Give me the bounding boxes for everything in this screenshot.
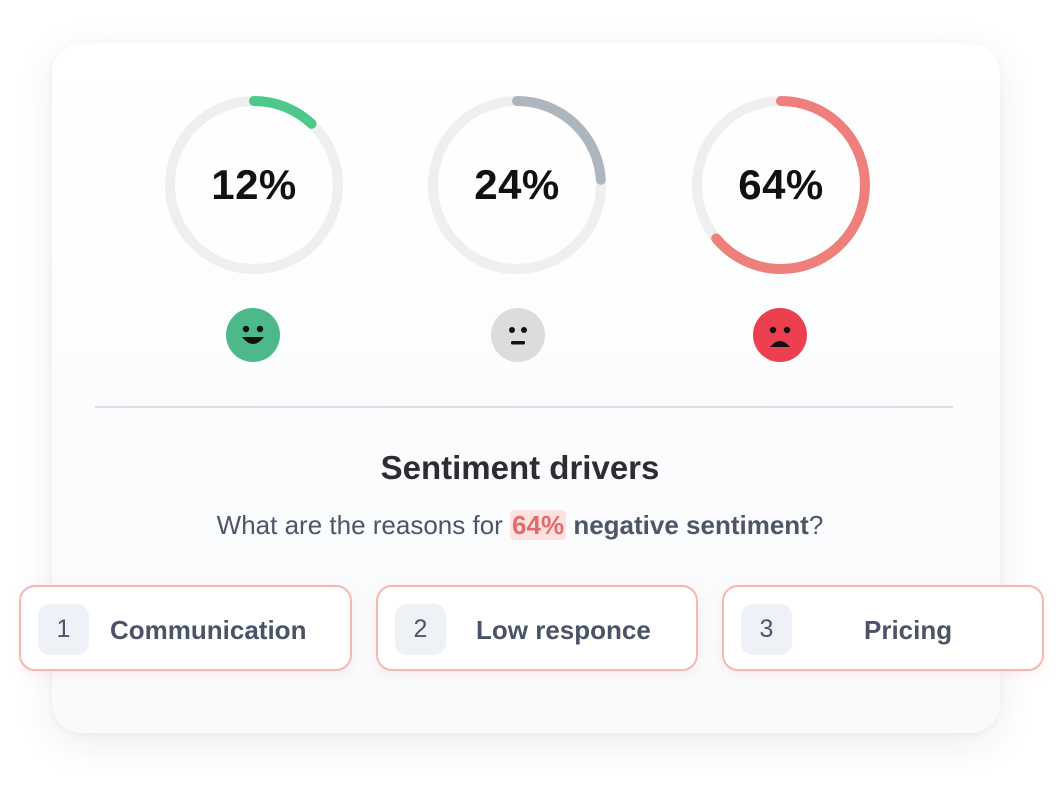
gauge-neutral-value: 24% <box>474 161 560 208</box>
gauge-progress-arc <box>428 96 606 274</box>
driver-card-low-responce[interactable]: 2 Low responce <box>376 585 698 671</box>
gauge-negative-value: 64% <box>738 161 824 208</box>
gauge-positive: 12% <box>162 93 346 277</box>
neutral-face-icon <box>491 308 545 362</box>
driver-card-communication[interactable]: 1 Communication <box>19 585 352 671</box>
driver-label: Pricing <box>864 615 953 645</box>
gauge-neutral: 24% <box>425 93 609 277</box>
question-bold: negative sentiment <box>573 510 809 540</box>
question-suffix: ? <box>808 510 824 540</box>
gauge-progress-arc <box>692 96 870 274</box>
driver-number: 3 <box>741 604 792 655</box>
gauge-negative: 64% <box>689 93 873 277</box>
driver-number: 1 <box>38 604 89 655</box>
drivers-question: What are the reasons for 64% negative se… <box>0 510 1040 541</box>
gauge-positive-value: 12% <box>211 161 297 208</box>
drivers-title: Sentiment drivers <box>380 449 660 486</box>
gauge-progress-arc <box>165 96 343 274</box>
gauge-negative-ring <box>692 96 870 274</box>
question-highlight: 64% <box>510 510 567 540</box>
driver-label: Communication <box>110 615 307 645</box>
gauge-neutral-ring <box>428 96 606 274</box>
sad-face-icon <box>753 308 807 362</box>
happy-face-icon <box>226 308 280 362</box>
driver-card-pricing[interactable]: 3 Pricing <box>722 585 1044 671</box>
driver-label: Low responce <box>476 615 651 645</box>
driver-number: 2 <box>395 604 446 655</box>
question-prefix: What are the reasons for <box>216 510 511 540</box>
section-divider <box>95 406 953 408</box>
gauge-positive-ring <box>165 96 343 274</box>
